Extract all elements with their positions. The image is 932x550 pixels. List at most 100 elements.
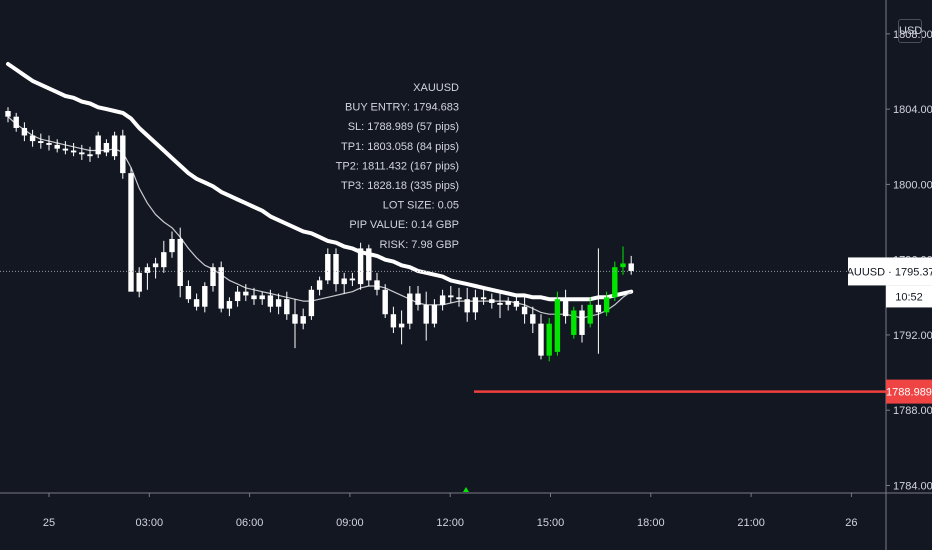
candle xyxy=(480,289,487,305)
countdown-label-bg xyxy=(886,285,932,308)
candle xyxy=(103,139,110,157)
candle-body xyxy=(603,297,610,313)
annotation-line: XAUUSD xyxy=(413,82,459,94)
candle-body xyxy=(267,295,274,307)
candle xyxy=(513,295,520,311)
candle xyxy=(620,246,626,275)
candle xyxy=(497,293,503,319)
y-tick-label: 1804.000 xyxy=(893,104,932,116)
candle-body xyxy=(144,267,151,273)
x-tick-label: 26 xyxy=(845,517,857,529)
candle xyxy=(284,291,290,320)
candle xyxy=(259,291,265,305)
y-tick-label: 1792.000 xyxy=(893,330,932,342)
candle xyxy=(595,248,602,354)
candle-body xyxy=(521,306,528,315)
candle xyxy=(120,129,126,179)
x-tick-label: 09:00 xyxy=(336,517,364,529)
candle xyxy=(243,284,249,302)
candle xyxy=(111,131,118,160)
candle xyxy=(448,286,454,303)
candle-body xyxy=(554,299,561,352)
annotation-line: SL: 1788.989 (57 pips) xyxy=(348,121,459,133)
candle-body xyxy=(13,116,19,128)
candle xyxy=(70,143,77,157)
y-tick-label: 1800.000 xyxy=(893,179,932,191)
candle-body xyxy=(95,135,101,155)
x-axis[interactable]: 25 03:00 06:00 09:00 12:00 15:00 18:00 21:00 26 xyxy=(0,487,932,529)
candle-body xyxy=(431,304,438,324)
candle xyxy=(152,257,159,279)
price-labels: 1788.989 XAUUSD · 1795.375 10:52 xyxy=(0,257,932,404)
candle-body xyxy=(612,267,618,298)
candle xyxy=(546,318,552,362)
candle xyxy=(87,146,93,162)
candle xyxy=(21,122,28,142)
currency-unit-button[interactable]: USD xyxy=(898,19,922,43)
candle-body xyxy=(398,323,405,328)
candle-body xyxy=(275,299,282,307)
candle xyxy=(202,282,208,313)
candle xyxy=(234,286,241,307)
candle-body xyxy=(439,295,446,305)
candle-body xyxy=(587,304,593,324)
candle xyxy=(226,297,233,317)
candle-body xyxy=(349,278,356,281)
candle-body xyxy=(29,135,36,142)
candle-body xyxy=(169,238,175,253)
candle xyxy=(79,144,85,160)
candle xyxy=(210,263,216,292)
candle xyxy=(423,291,429,341)
candle-body xyxy=(538,323,544,356)
candle-body xyxy=(152,263,159,268)
candle-body xyxy=(562,299,569,317)
candle-body xyxy=(300,316,306,324)
candle-body xyxy=(505,301,511,305)
candle xyxy=(29,129,36,147)
annotation-line: TP3: 1828.18 (335 pips) xyxy=(341,180,459,192)
candle-body xyxy=(259,295,265,300)
annotation-line: RISK: 7.98 GBP xyxy=(380,239,459,251)
thick-moving-average-line xyxy=(6,62,634,302)
candle-body xyxy=(472,297,479,313)
candle-body xyxy=(366,248,372,281)
candle xyxy=(357,242,364,290)
candle-body xyxy=(218,267,224,309)
candle-body xyxy=(546,323,552,356)
candle xyxy=(193,293,200,311)
candle xyxy=(530,306,536,334)
candle-body xyxy=(480,297,487,300)
candle-body xyxy=(316,280,323,290)
candle xyxy=(161,240,167,273)
x-tick-label: 03:00 xyxy=(136,517,164,529)
candle-body xyxy=(161,252,167,268)
candle xyxy=(603,291,610,317)
y-tick-label: 1808.000 xyxy=(893,29,932,41)
candle-body xyxy=(374,280,380,290)
candle xyxy=(349,272,356,287)
candle xyxy=(439,289,446,311)
candle-body xyxy=(308,289,315,317)
candle-body xyxy=(423,304,429,324)
x-tick-label: 25 xyxy=(43,517,55,529)
candle xyxy=(5,107,11,123)
candle-body xyxy=(177,238,183,287)
stop-loss-label: 1788.989 xyxy=(886,387,932,399)
candle xyxy=(341,272,347,294)
signal-marker-icon xyxy=(463,487,469,492)
candle xyxy=(382,284,388,319)
candle xyxy=(267,289,274,313)
thin-moving-average-line xyxy=(7,116,632,319)
candle-body xyxy=(464,299,470,313)
candle xyxy=(407,286,413,330)
candle xyxy=(185,280,192,303)
candle-body xyxy=(128,173,134,292)
candle-body xyxy=(79,152,85,155)
candle xyxy=(275,293,282,315)
candle xyxy=(62,141,69,155)
candle-body xyxy=(70,150,77,153)
candle-body xyxy=(292,314,298,324)
annotation-line: LOT SIZE: 0.05 xyxy=(383,200,459,212)
current-price-label: XAUUSD · 1795.375 xyxy=(839,266,932,278)
